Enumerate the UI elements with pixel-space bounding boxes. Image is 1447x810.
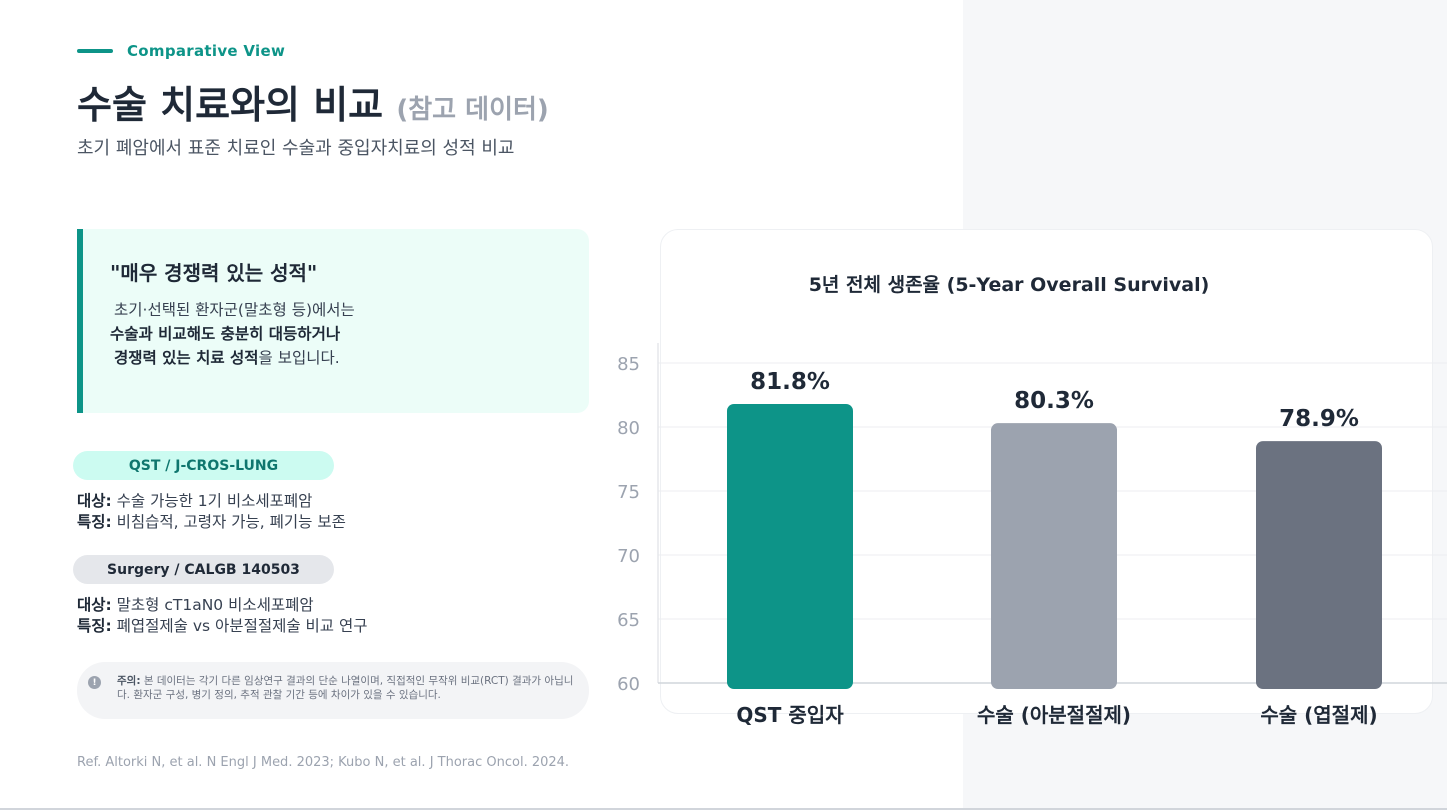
surgery-study-badge: Surgery / CALGB 140503: [73, 555, 334, 584]
x-tick-label: QST 중입자: [736, 703, 844, 727]
y-tick-label: 75: [617, 482, 640, 503]
bar-data-label: 78.9%: [1279, 406, 1359, 432]
surgery-study-info: 대상: 말초형 cT1aN0 비소세포폐암 특징: 폐엽절제술 vs 아분절절제…: [77, 595, 368, 637]
qst-study-info: 대상: 수술 가능한 1기 비소세포폐암 특징: 비침습적, 고령자 가능, 폐…: [77, 491, 346, 533]
bottom-divider: [0, 808, 1447, 810]
qst-target-key: 대상:: [77, 492, 112, 510]
qst-feature-key: 특징:: [77, 513, 112, 531]
surgery-feature-value: 폐엽절제술 vs 아분절절제술 비교 연구: [111, 617, 368, 635]
y-tick-label: 60: [617, 674, 640, 695]
page-title-main: 수술 치료와의 비교: [77, 83, 384, 127]
y-tick-label: 85: [617, 354, 640, 375]
bar: [991, 423, 1117, 689]
page-title-sub: (참고 데이터): [396, 95, 549, 125]
note-text: 본 데이터는 각기 다른 임상연구 결과의 단순 나열이며, 직접적인 무작위 …: [117, 675, 574, 701]
disclaimer-note: ! 주의: 본 데이터는 각기 다른 임상연구 결과의 단순 나열이며, 직접적…: [77, 662, 589, 719]
y-tick-label: 80: [617, 418, 640, 439]
surgery-target-key: 대상:: [77, 596, 112, 614]
note-key: 주의:: [117, 675, 141, 687]
survival-bar-chart: 60 65 70 75 80 85 81.8% QST 중입자 80.3% 수술 (아분절절제) 7…: [617, 343, 1447, 727]
surgery-feature-key: 특징:: [77, 617, 112, 635]
quote-line-1: 초기·선택된 환자군(말초형 등)에서는: [114, 301, 355, 319]
x-tick-label: 수술 (아분절절제): [977, 703, 1131, 727]
surgery-target-value: 말초형 cT1aN0 비소세포폐암: [111, 596, 314, 614]
quote-title: "매우 경쟁력 있는 성적": [110, 261, 318, 285]
bar: [1256, 441, 1382, 689]
info-icon: !: [88, 676, 101, 689]
eyebrow-accent-bar: [77, 49, 113, 53]
x-tick-label: 수술 (엽절제): [1260, 703, 1377, 727]
bar-data-label: 80.3%: [1014, 388, 1094, 414]
quote-body: 초기·선택된 환자군(말초형 등)에서는 수술과 비교해도 충분히 대등하거나 …: [110, 298, 589, 370]
bar-data-label: 81.8%: [750, 369, 830, 395]
y-tick-label: 65: [617, 610, 640, 631]
quote-line-3-rest: 을 보입니다.: [258, 349, 340, 367]
eyebrow: Comparative View: [77, 42, 285, 60]
quote-box: "매우 경쟁력 있는 성적" 초기·선택된 환자군(말초형 등)에서는 수술과 …: [77, 229, 589, 413]
bar: [727, 403, 853, 689]
chart-title: 5년 전체 생존율 (5-Year Overall Survival): [808, 274, 1210, 296]
page-title: 수술 치료와의 비교 (참고 데이터): [77, 74, 549, 129]
qst-study-badge: QST / J-CROS-LUNG: [73, 451, 334, 480]
page-subtitle: 초기 폐암에서 표준 치료인 수술과 중입자치료의 성적 비교: [77, 138, 515, 159]
quote-line-2: 수술과 비교해도 충분히 대등하거나: [110, 325, 341, 343]
eyebrow-text: Comparative View: [127, 42, 286, 60]
y-tick-label: 70: [617, 546, 640, 567]
reference-text: Ref. Altorki N, et al. N Engl J Med. 202…: [77, 755, 570, 770]
qst-feature-value: 비침습적, 고령자 가능, 폐기능 보존: [111, 513, 346, 531]
qst-target-value: 수술 가능한 1기 비소세포폐암: [111, 492, 313, 510]
quote-line-3-bold: 경쟁력 있는 치료 성적: [114, 349, 259, 367]
